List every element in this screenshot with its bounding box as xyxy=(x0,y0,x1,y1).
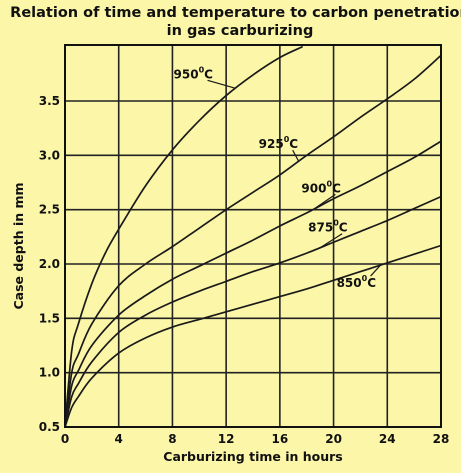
series-label-950: 9500C xyxy=(174,65,214,81)
series-label-850: 8500C xyxy=(337,274,377,290)
plot-frame xyxy=(64,44,442,428)
x-tick-label: 28 xyxy=(433,432,450,446)
series-label-leader xyxy=(313,193,336,210)
chart-title-line-1: Relation of time and temperature to carb… xyxy=(10,5,461,21)
x-tick-label: 4 xyxy=(115,432,123,446)
y-tick-label: 2.5 xyxy=(39,203,60,217)
x-tick-label: 24 xyxy=(379,432,396,446)
series-line-850 xyxy=(65,244,441,427)
series-line-950 xyxy=(65,45,304,427)
series-label-leader xyxy=(292,149,300,162)
y-tick-label: 3.0 xyxy=(39,148,60,162)
series-label-925: 9250C xyxy=(259,135,299,151)
x-tick-label: 16 xyxy=(272,432,289,446)
series-label-leader xyxy=(207,79,236,89)
y-tick-label: 1.5 xyxy=(39,311,60,325)
tick-labels: 0 4 8 12 16 20 24 28 0.5 1.0 1.5 2.0 2.5 3.0 3.5 xyxy=(39,94,450,446)
curves xyxy=(65,45,441,427)
x-tick-label: 20 xyxy=(325,432,342,446)
series-line-925 xyxy=(65,54,441,427)
x-tick-label: 12 xyxy=(218,432,235,446)
y-tick-label: 3.5 xyxy=(39,94,60,108)
x-tick-label: 0 xyxy=(61,432,69,446)
series-line-900 xyxy=(65,140,441,427)
series-label-900: 9000C xyxy=(301,179,341,195)
curve-labels: 9500C 9250C 9000C 8750C 8500C xyxy=(174,65,382,290)
y-axis-label: Case depth in mm xyxy=(11,182,26,309)
y-tick-label: 0.5 xyxy=(39,420,60,434)
x-tick-label: 8 xyxy=(168,432,176,446)
chart-title-line-2: in gas carburizing xyxy=(167,23,314,39)
series-line-875 xyxy=(65,195,441,427)
grid xyxy=(65,45,441,427)
series-label-leader xyxy=(370,264,382,277)
series-label-leader xyxy=(319,233,343,249)
y-tick-label: 1.0 xyxy=(39,366,60,380)
x-axis-label: Carburizing time in hours xyxy=(163,449,342,464)
series-label-875: 8750C xyxy=(308,219,348,235)
y-tick-label: 2.0 xyxy=(39,257,60,271)
